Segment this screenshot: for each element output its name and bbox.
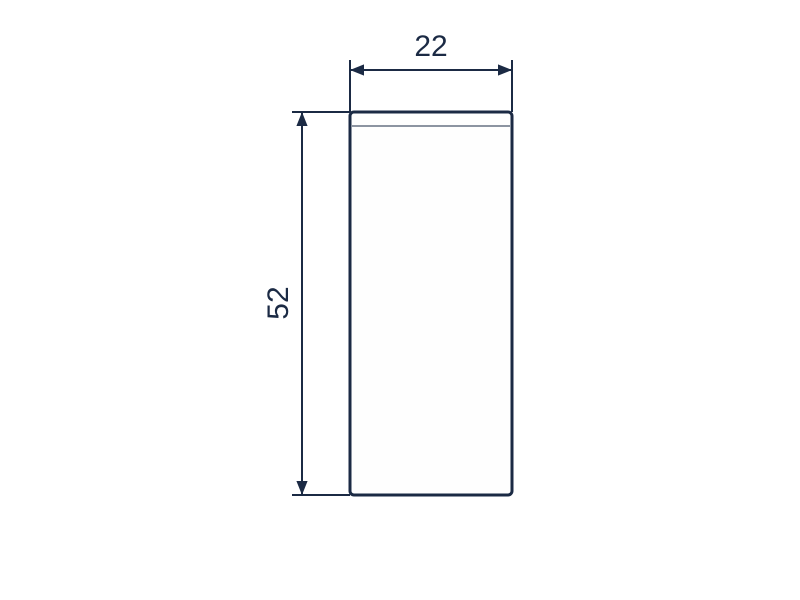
dim-height-arrow-top: [296, 112, 307, 126]
profile-rect: [350, 112, 512, 495]
dim-width-arrow-left: [350, 64, 364, 75]
dim-width-arrow-right: [498, 64, 512, 75]
dim-height-arrow-bottom: [296, 481, 307, 495]
technical-drawing: 22 52: [0, 0, 800, 600]
dimension-height: 52: [262, 112, 350, 495]
dim-height-label: 52: [262, 286, 295, 319]
dimension-width: 22: [350, 30, 512, 112]
dim-width-label: 22: [414, 30, 447, 63]
